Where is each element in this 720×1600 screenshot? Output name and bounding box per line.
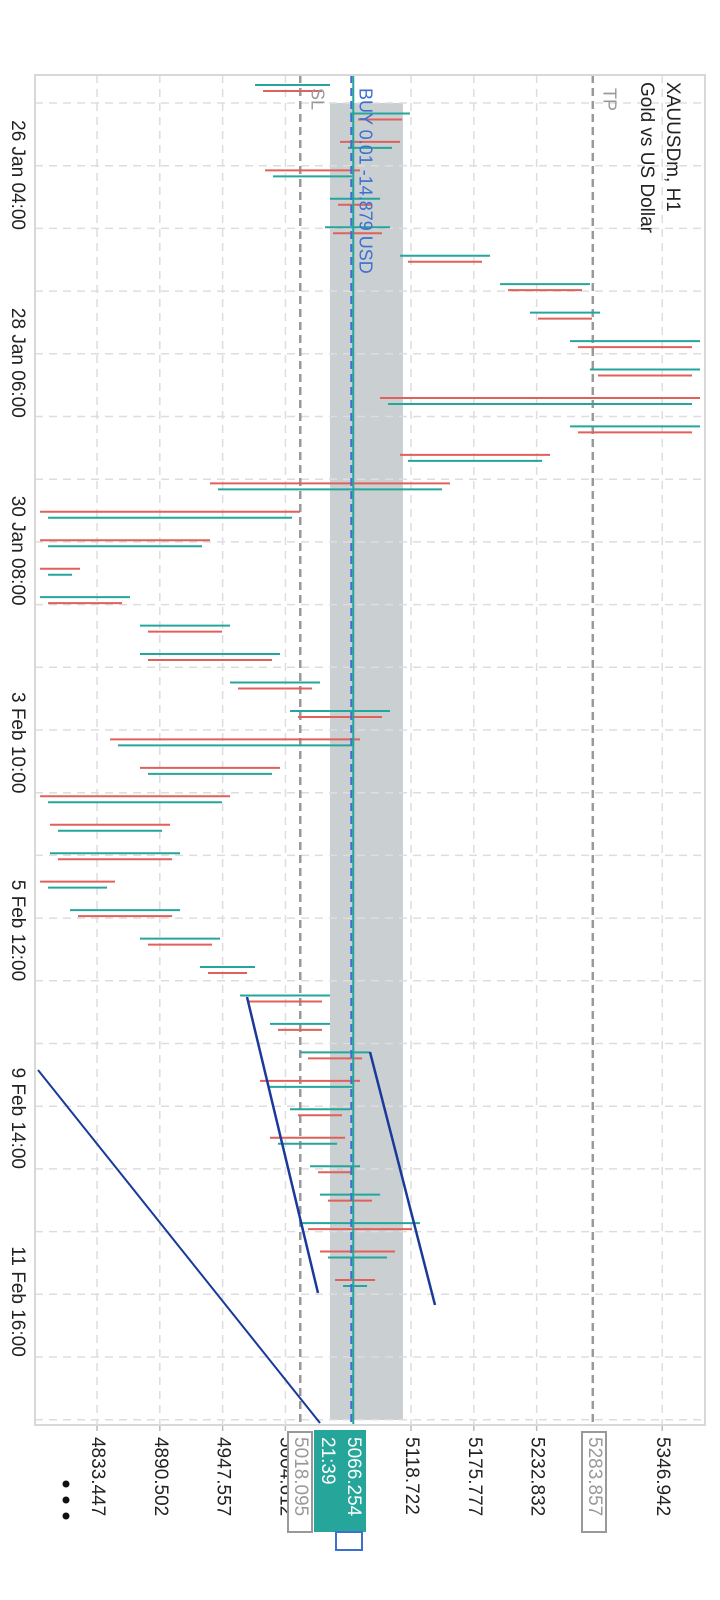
price-label: 5118.722 <box>401 1437 422 1515</box>
tp-price-box: 5283.857 <box>581 1431 607 1533</box>
bid-price-box: 5066.254 21:39 <box>314 1430 366 1551</box>
tp-price: 5283.857 <box>584 1437 605 1516</box>
menu-dot[interactable] <box>62 1496 70 1504</box>
menu-button[interactable] <box>62 1480 70 1520</box>
plot-frame <box>34 74 706 1426</box>
bar-timer: 21:39 <box>317 1437 338 1485</box>
time-label: 9 Feb 14:00 <box>7 1068 28 1169</box>
price-label: 4947.557 <box>213 1437 234 1516</box>
symbol-description: Gold vs US Dollar <box>636 82 657 234</box>
plot-area: 26 Jan 04:00 28 Jan 06:00 30 Jan 08:00 3 Fe… <box>7 75 705 1516</box>
sl-box <box>287 1431 313 1533</box>
symbol: XAUUSDm, H1 <box>662 82 683 212</box>
price-label: 5346.942 <box>652 1437 673 1516</box>
tp-label: TP <box>599 88 619 111</box>
trend-line <box>368 1051 437 1306</box>
time-label: 5 Feb 12:00 <box>7 880 28 981</box>
time-label: 28 Jan 06:00 <box>7 308 28 418</box>
price-label: 5232.832 <box>527 1437 548 1516</box>
menu-dot[interactable] <box>62 1480 70 1488</box>
time-label: 30 Jan 08:00 <box>7 496 28 606</box>
bid-box <box>314 1430 366 1532</box>
trend-line <box>245 996 320 1294</box>
time-label: 26 Jan 04:00 <box>7 120 28 230</box>
sl-price-box: 5018.095 <box>287 1431 313 1533</box>
menu-dot[interactable] <box>62 1512 70 1520</box>
time-label: 3 Feb 10:00 <box>7 692 28 793</box>
sl-price: 5018.095 <box>290 1437 311 1516</box>
tp-box <box>581 1431 607 1533</box>
bid-box-edge <box>335 1531 363 1551</box>
price-label: 5175.777 <box>464 1437 485 1516</box>
bid-price: 5066.254 <box>343 1437 364 1517</box>
price-label: 4890.502 <box>150 1437 171 1516</box>
trend-line <box>37 1069 321 1424</box>
time-label: 11 Feb 16:00 <box>7 1246 28 1357</box>
position-label: BUY 0.01 -14.879 USD <box>355 88 375 274</box>
price-label: 4833.447 <box>87 1437 108 1516</box>
sl-label: SL <box>307 88 327 110</box>
